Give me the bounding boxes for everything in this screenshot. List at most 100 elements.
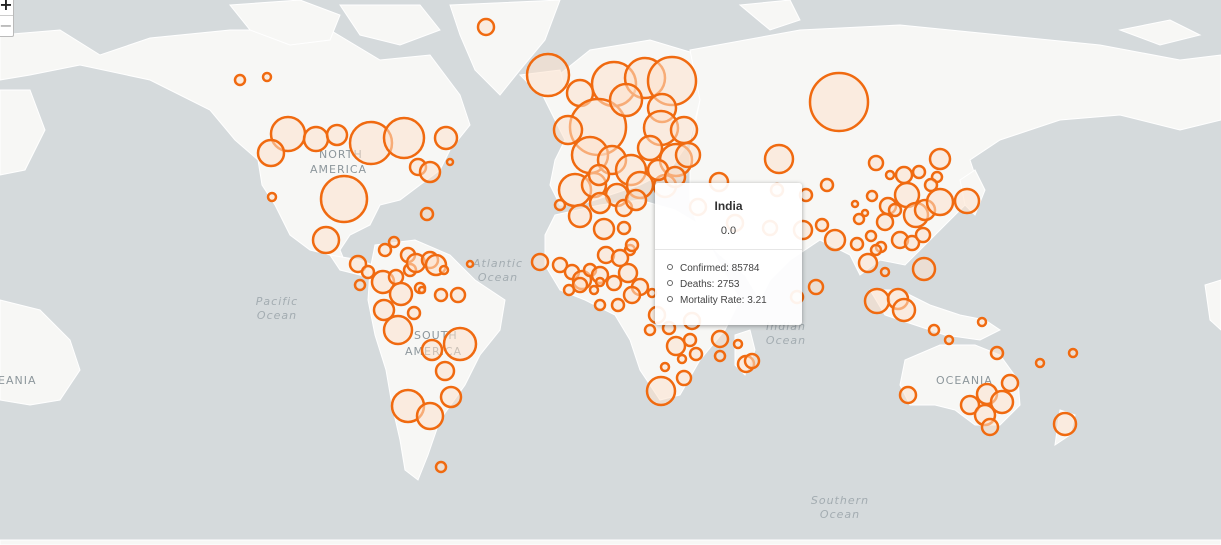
country-marker[interactable]	[449, 286, 467, 304]
country-marker[interactable]	[592, 217, 616, 241]
country-marker[interactable]	[928, 147, 952, 171]
country-marker[interactable]	[525, 52, 571, 98]
country-marker[interactable]	[959, 394, 981, 416]
country-marker[interactable]	[894, 165, 914, 185]
country-marker[interactable]	[865, 189, 879, 203]
country-marker[interactable]	[382, 116, 426, 160]
country-marker[interactable]	[710, 329, 730, 349]
country-marker[interactable]	[372, 298, 396, 322]
country-marker[interactable]	[434, 360, 456, 382]
country-marker[interactable]	[325, 123, 349, 147]
country-marker[interactable]	[823, 228, 847, 252]
country-marker[interactable]	[608, 82, 644, 118]
country-marker[interactable]	[911, 164, 927, 180]
country-marker[interactable]	[675, 369, 693, 387]
country-marker[interactable]	[360, 264, 376, 280]
country-marker[interactable]	[849, 236, 865, 252]
country-marker[interactable]	[914, 226, 932, 244]
country-marker[interactable]	[763, 143, 795, 175]
country-marker[interactable]	[953, 187, 981, 215]
country-marker[interactable]	[382, 314, 414, 346]
country-marker[interactable]	[530, 252, 550, 272]
zoom-out-button[interactable]: −	[0, 16, 13, 35]
country-marker[interactable]	[674, 141, 702, 169]
country-marker[interactable]	[676, 353, 688, 365]
country-marker[interactable]	[433, 287, 449, 303]
country-marker[interactable]	[864, 229, 878, 243]
country-marker[interactable]	[976, 316, 988, 328]
country-marker[interactable]	[879, 266, 891, 278]
country-marker[interactable]	[319, 174, 369, 224]
country-marker[interactable]	[624, 237, 640, 253]
country-marker[interactable]	[1000, 373, 1020, 393]
country-marker[interactable]	[616, 220, 632, 236]
country-marker[interactable]	[898, 385, 918, 405]
country-marker[interactable]	[891, 297, 917, 323]
country-marker[interactable]	[605, 274, 623, 292]
country-marker[interactable]	[713, 349, 727, 363]
country-marker[interactable]	[989, 345, 1005, 361]
country-marker[interactable]	[1052, 411, 1078, 437]
country-marker[interactable]	[571, 276, 589, 294]
country-marker[interactable]	[1034, 357, 1046, 369]
country-marker[interactable]	[622, 285, 642, 305]
country-marker[interactable]	[433, 125, 459, 151]
country-marker[interactable]	[610, 297, 626, 313]
country-marker[interactable]	[311, 225, 341, 255]
country-marker[interactable]	[732, 338, 744, 350]
country-marker[interactable]	[669, 115, 699, 145]
country-marker[interactable]	[588, 284, 600, 296]
country-marker[interactable]	[636, 134, 664, 162]
country-marker[interactable]	[869, 243, 883, 257]
country-marker[interactable]	[419, 206, 435, 222]
country-marker[interactable]	[418, 160, 442, 184]
country-marker[interactable]	[980, 417, 1000, 437]
country-marker[interactable]	[645, 375, 677, 407]
country-marker[interactable]	[887, 202, 903, 218]
country-marker[interactable]	[388, 281, 414, 307]
country-marker[interactable]	[387, 235, 401, 249]
country-marker[interactable]	[256, 138, 286, 168]
country-marker[interactable]	[476, 17, 496, 37]
country-marker[interactable]	[688, 346, 704, 362]
country-marker[interactable]	[884, 169, 896, 181]
country-marker[interactable]	[743, 352, 761, 370]
country-marker[interactable]	[819, 177, 835, 193]
country-marker[interactable]	[553, 198, 567, 212]
country-marker[interactable]	[439, 385, 463, 409]
country-marker[interactable]	[989, 389, 1015, 415]
country-marker[interactable]	[943, 334, 955, 346]
country-marker[interactable]	[551, 256, 569, 274]
country-marker[interactable]	[863, 287, 891, 315]
country-marker[interactable]	[860, 208, 870, 218]
country-marker[interactable]	[465, 259, 475, 269]
country-marker[interactable]	[567, 203, 593, 229]
country-marker[interactable]	[434, 460, 448, 474]
country-marker[interactable]	[665, 335, 687, 357]
country-marker[interactable]	[808, 71, 870, 133]
country-marker[interactable]	[438, 264, 450, 276]
country-marker[interactable]	[857, 252, 879, 274]
country-marker[interactable]	[850, 199, 860, 209]
country-marker[interactable]	[261, 71, 273, 83]
country-marker[interactable]	[302, 125, 330, 153]
country-marker[interactable]	[659, 361, 671, 373]
country-marker[interactable]	[925, 187, 955, 217]
country-marker[interactable]	[588, 191, 612, 215]
country-marker[interactable]	[867, 154, 885, 172]
country-marker[interactable]	[233, 73, 247, 87]
country-marker[interactable]	[814, 217, 830, 233]
country-marker[interactable]	[420, 338, 444, 362]
country-marker[interactable]	[353, 278, 367, 292]
country-marker[interactable]	[445, 157, 455, 167]
country-marker[interactable]	[415, 401, 445, 431]
country-marker[interactable]	[552, 114, 584, 146]
zoom-in-button[interactable]: +	[0, 0, 13, 14]
country-marker[interactable]	[643, 323, 657, 337]
country-marker[interactable]	[610, 248, 630, 268]
country-marker[interactable]	[624, 188, 648, 212]
country-marker[interactable]	[266, 191, 278, 203]
country-marker[interactable]	[682, 332, 698, 348]
country-marker[interactable]	[903, 234, 921, 252]
